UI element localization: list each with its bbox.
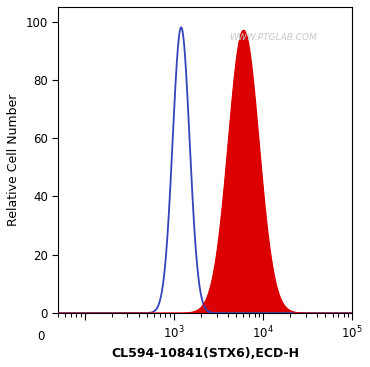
Y-axis label: Relative Cell Number: Relative Cell Number (7, 94, 20, 226)
X-axis label: CL594-10841(STX6),ECD-H: CL594-10841(STX6),ECD-H (111, 347, 299, 360)
Text: 0: 0 (37, 330, 44, 343)
Text: WWW.PTGLAB.COM: WWW.PTGLAB.COM (229, 33, 317, 42)
